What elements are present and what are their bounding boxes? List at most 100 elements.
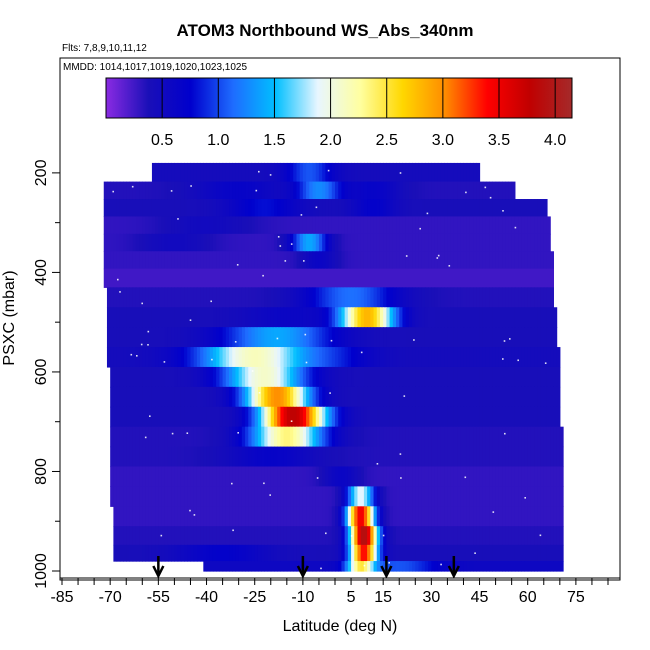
heatmap-cell	[408, 466, 413, 487]
heatmap-cell	[328, 466, 333, 487]
sample-point	[141, 302, 143, 305]
heatmap-cell	[171, 268, 176, 288]
heatmap-cell	[383, 386, 387, 408]
heatmap-cell	[550, 486, 554, 507]
heatmap-cell	[514, 268, 519, 288]
heatmap-cell	[351, 446, 355, 468]
heatmap-cell	[119, 216, 124, 235]
heatmap-cell	[200, 199, 204, 218]
heatmap-cell	[463, 327, 468, 348]
heatmap-cell	[367, 446, 371, 468]
heatmap-cell	[363, 406, 368, 428]
heatmap-cell	[396, 181, 400, 200]
heatmap-cell	[447, 386, 452, 408]
heatmap-cell	[328, 199, 333, 218]
heatmap-cell	[505, 406, 510, 428]
heatmap-cell	[485, 307, 490, 328]
heatmap-cell	[219, 307, 224, 328]
heatmap-cell	[325, 181, 330, 200]
heatmap-cell	[386, 426, 391, 448]
heatmap-cell	[261, 446, 265, 468]
heatmap-cell	[421, 446, 426, 468]
heatmap-cell	[367, 287, 371, 308]
heatmap-cell	[476, 347, 481, 368]
heatmap-cell	[514, 327, 519, 348]
x-axis-label: Latitude (deg N)	[283, 618, 398, 635]
heatmap-cell	[318, 251, 323, 270]
heatmap-cell	[245, 233, 249, 252]
heatmap-cell	[527, 251, 532, 270]
heatmap-cell	[399, 287, 404, 308]
heatmap-cell	[270, 446, 275, 468]
heatmap-cell	[389, 426, 394, 448]
heatmap-cell	[126, 268, 131, 288]
heatmap-cell	[293, 406, 298, 428]
heatmap-cell	[434, 268, 439, 288]
heatmap-cell	[171, 446, 176, 468]
y-axis-label: PSXC (mbar)	[1, 270, 18, 365]
heatmap-cell	[219, 199, 224, 218]
heatmap-cell	[177, 307, 182, 328]
heatmap-cell	[518, 486, 522, 507]
heatmap-cell	[235, 486, 240, 507]
sample-point	[539, 534, 542, 537]
heatmap-cell	[354, 386, 359, 408]
heatmap-cell	[171, 287, 176, 308]
heatmap-cell	[402, 386, 407, 408]
heatmap-cell	[187, 162, 192, 183]
heatmap-cell	[296, 251, 301, 270]
heatmap-cell	[466, 526, 471, 546]
heatmap-cell	[344, 287, 349, 308]
heatmap-cell	[473, 406, 477, 428]
heatmap-cell	[370, 233, 375, 252]
heatmap-cell	[543, 199, 548, 218]
heatmap-cell	[245, 406, 249, 428]
heatmap-cell	[335, 327, 339, 348]
heatmap-cell	[357, 561, 362, 572]
heatmap-cell	[402, 446, 407, 468]
heatmap-cell	[476, 466, 481, 487]
heatmap-cell	[155, 446, 159, 468]
heatmap-cell	[283, 181, 288, 200]
heatmap-cell	[415, 446, 420, 468]
heatmap-cell	[126, 526, 131, 546]
heatmap-cell	[306, 162, 310, 183]
heatmap-cell	[396, 561, 400, 572]
heatmap-cell	[392, 233, 397, 252]
heatmap-cell	[315, 327, 320, 348]
heatmap-cell	[405, 446, 410, 468]
heatmap-cell	[116, 181, 121, 200]
heatmap-cell	[408, 526, 413, 546]
heatmap-cell	[550, 466, 554, 487]
heatmap-cell	[123, 307, 127, 328]
heatmap-cell	[200, 526, 204, 546]
heatmap-cell	[524, 307, 529, 328]
heatmap-cell	[421, 544, 426, 562]
heatmap-cell	[338, 506, 343, 527]
heatmap-cell	[148, 216, 153, 235]
heatmap-cell	[299, 199, 304, 218]
heatmap-cell	[164, 386, 169, 408]
heatmap-cell	[524, 251, 529, 270]
heatmap-cell	[383, 307, 387, 328]
heatmap-cell	[367, 526, 371, 546]
heatmap-cell	[550, 366, 554, 388]
heatmap-cell	[373, 347, 378, 368]
heatmap-cell	[514, 216, 519, 235]
heatmap-cell	[245, 426, 249, 448]
heatmap-cell	[457, 307, 461, 328]
heatmap-cell	[424, 386, 429, 408]
heatmap-cell	[126, 251, 131, 270]
heatmap-cell	[161, 162, 166, 183]
heatmap-cell	[290, 251, 294, 270]
heatmap-cell	[485, 486, 490, 507]
heatmap-cell	[530, 426, 535, 448]
heatmap-cell	[460, 268, 465, 288]
heatmap-cell	[322, 386, 326, 408]
heatmap-cell	[424, 406, 429, 428]
heatmap-cell	[251, 216, 256, 235]
heatmap-cell	[376, 233, 381, 252]
heatmap-cell	[200, 446, 204, 468]
sample-point	[388, 562, 390, 564]
heatmap-cell	[347, 233, 352, 252]
